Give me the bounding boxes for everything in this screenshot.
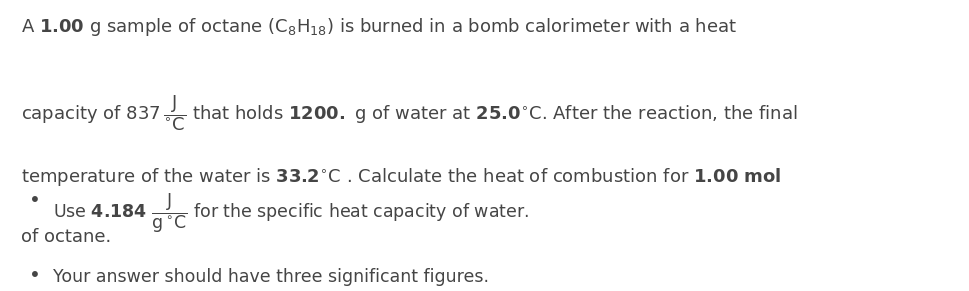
Text: Your answer should have three significant figures.: Your answer should have three significan… bbox=[53, 268, 488, 286]
Text: •: • bbox=[29, 266, 41, 285]
Text: Use $\mathbf{4.184}$ $\dfrac{\mathrm{J}}{\mathrm{g\,^{\circ}C}}$ for the specifi: Use $\mathbf{4.184}$ $\dfrac{\mathrm{J}}… bbox=[53, 192, 529, 235]
Text: temperature of the water is $\mathbf{33.2}^{\circ}$C . Calculate the heat of com: temperature of the water is $\mathbf{33.… bbox=[21, 166, 781, 188]
Text: •: • bbox=[29, 191, 41, 210]
Text: A $\mathbf{1.00}$ g sample of octane ($\mathrm{C_8H_{18}}$) is burned in a bomb : A $\mathbf{1.00}$ g sample of octane ($\… bbox=[21, 16, 736, 38]
Text: of octane.: of octane. bbox=[21, 228, 111, 246]
Text: capacity of $837\,\dfrac{\mathrm{J}}{^{\circ}\mathrm{C}}$ that holds $\mathbf{12: capacity of $837\,\dfrac{\mathrm{J}}{^{\… bbox=[21, 93, 797, 133]
